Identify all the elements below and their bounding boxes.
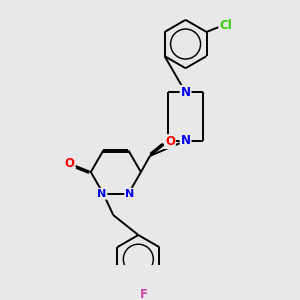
Text: N: N — [97, 189, 106, 199]
Text: N: N — [181, 134, 190, 147]
Text: N: N — [125, 189, 134, 199]
Text: O: O — [64, 157, 74, 170]
Text: F: F — [140, 288, 148, 300]
Text: Cl: Cl — [219, 19, 232, 32]
Text: O: O — [165, 135, 175, 148]
Text: N: N — [181, 86, 190, 99]
